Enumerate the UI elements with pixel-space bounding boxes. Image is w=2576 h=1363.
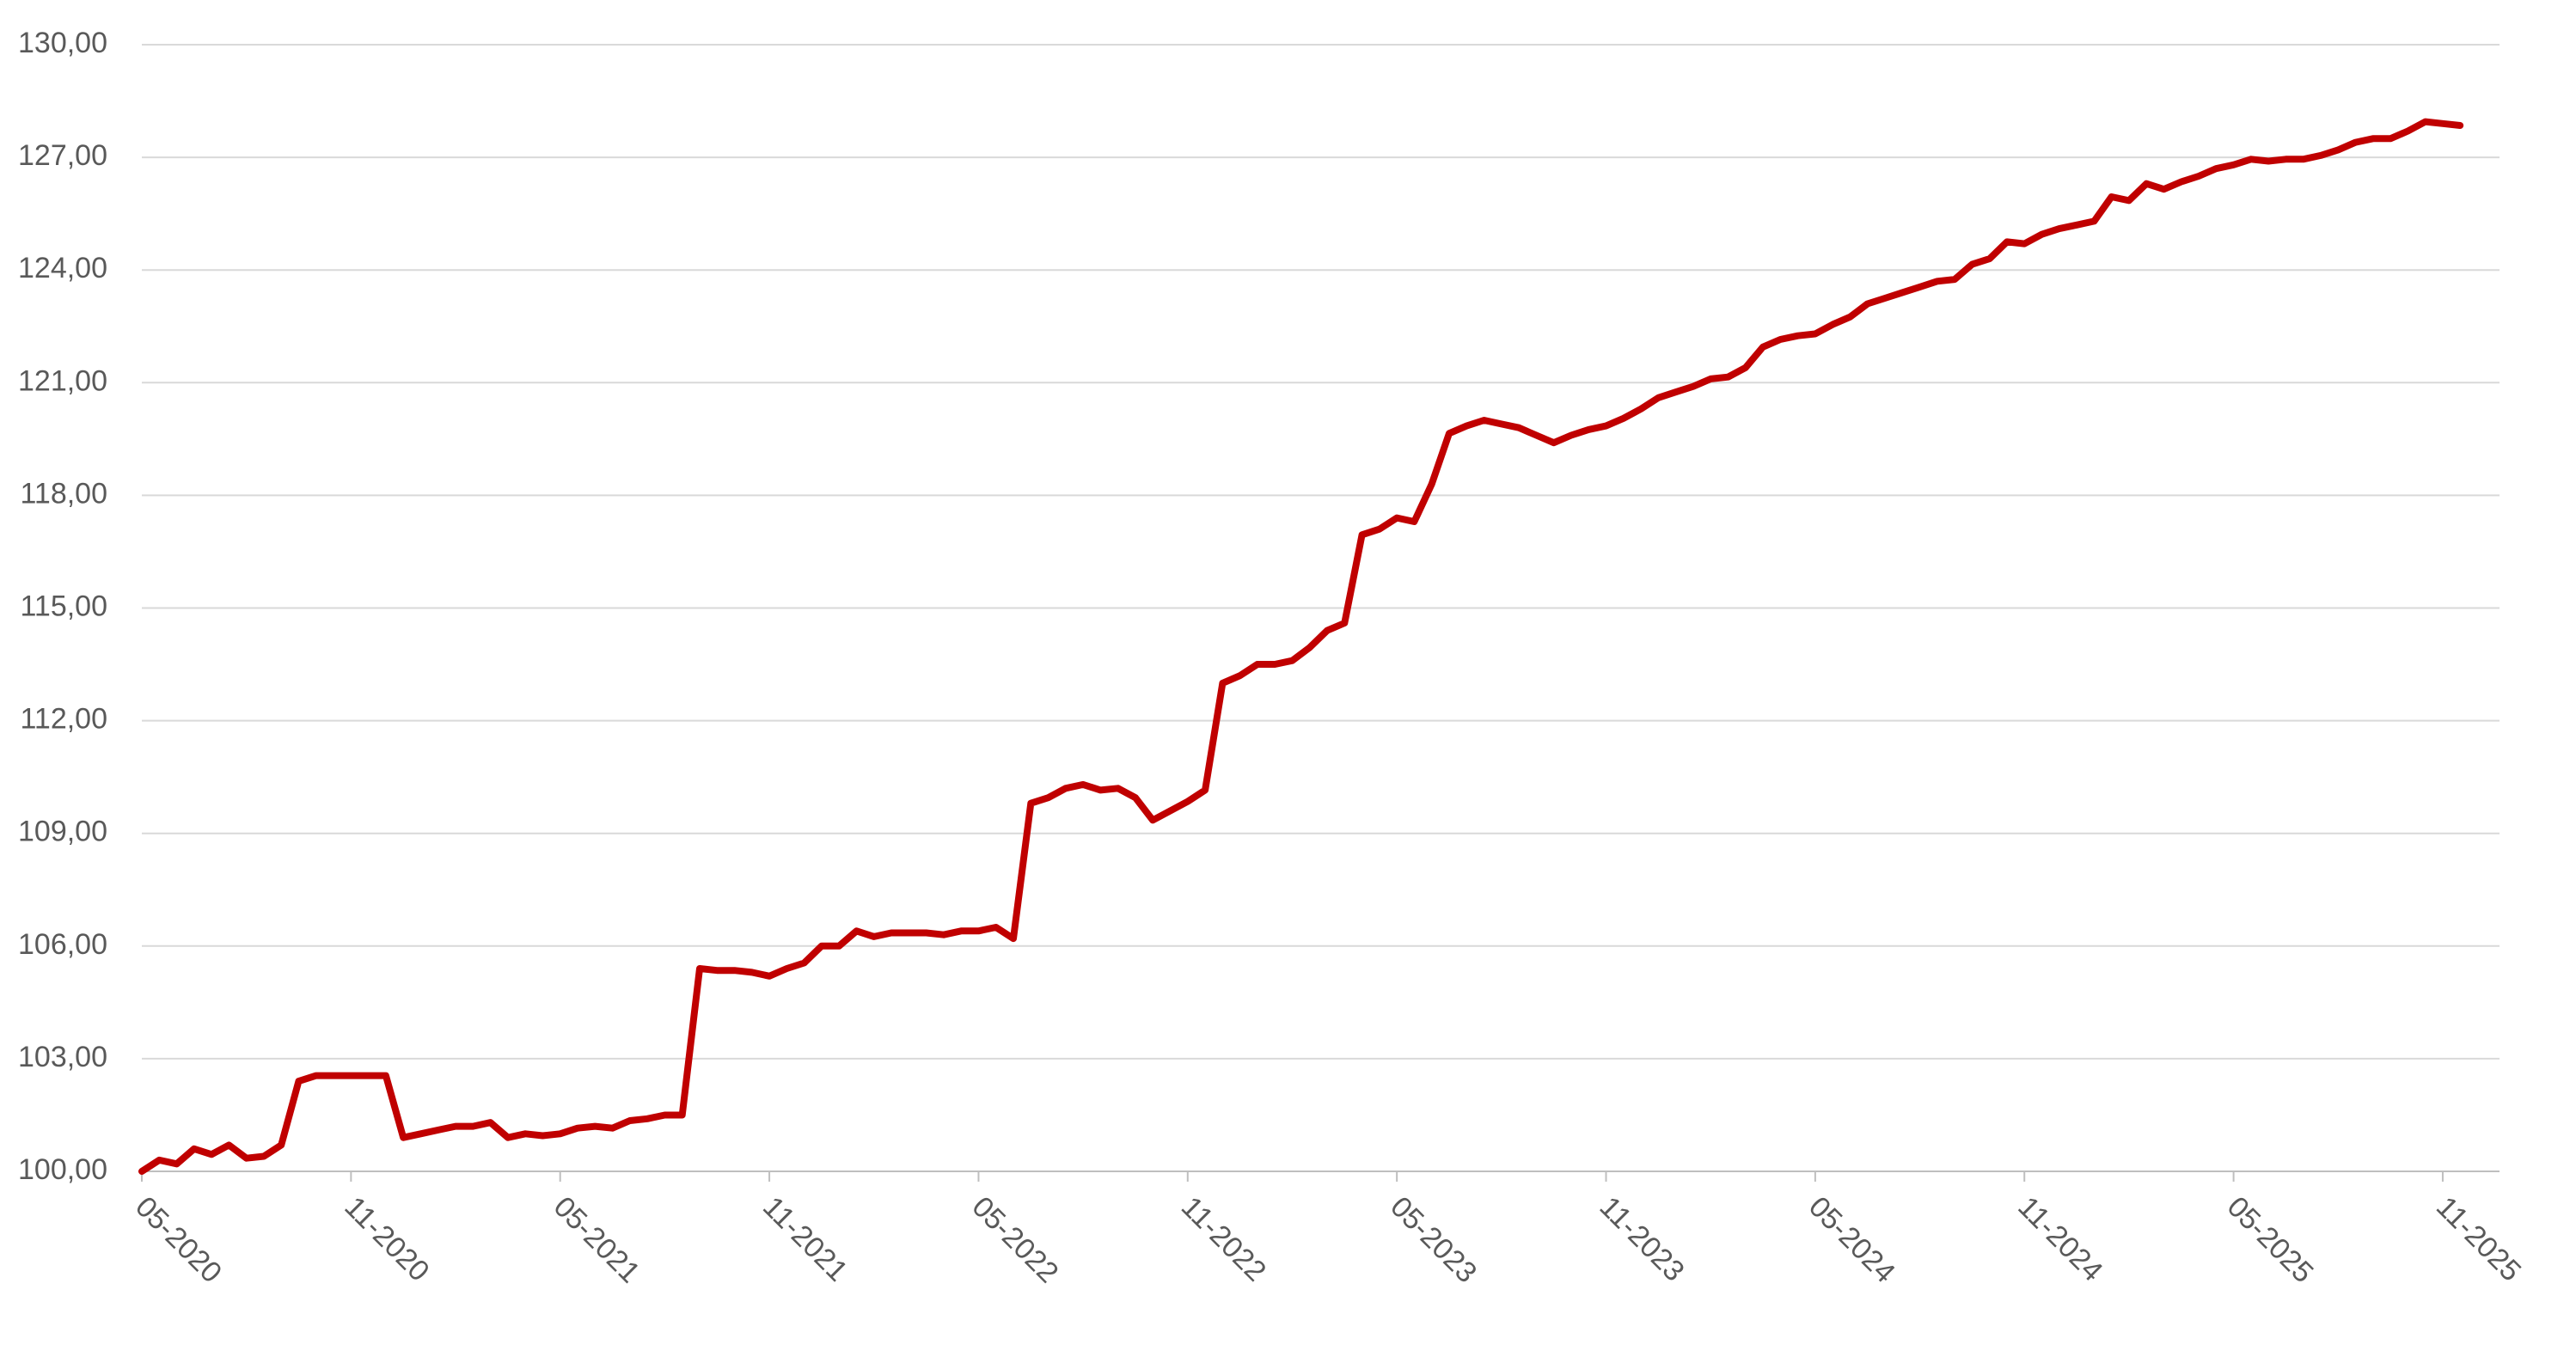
y-tick-label: 100,00 bbox=[18, 1153, 107, 1186]
x-tick-label: 11-2023 bbox=[1594, 1190, 1691, 1287]
x-tick-label: 05-2022 bbox=[966, 1190, 1065, 1289]
x-tick-label: 11-2024 bbox=[2011, 1190, 2108, 1287]
x-tick-label: 05-2023 bbox=[1384, 1190, 1483, 1289]
y-tick-label: 109,00 bbox=[18, 816, 107, 848]
x-tick-label: 11-2022 bbox=[1175, 1190, 1272, 1287]
x-tick-label: 05-2020 bbox=[129, 1190, 228, 1289]
x-tick-label: 05-2021 bbox=[548, 1190, 646, 1289]
y-tick-label: 124,00 bbox=[18, 252, 107, 284]
x-tick-label: 05-2024 bbox=[1802, 1190, 1901, 1289]
x-tick-label: 11-2021 bbox=[756, 1190, 854, 1287]
y-tick-label: 121,00 bbox=[18, 364, 107, 397]
y-tick-label: 127,00 bbox=[18, 139, 107, 172]
y-tick-label: 118,00 bbox=[21, 477, 107, 510]
y-tick-label: 103,00 bbox=[18, 1041, 107, 1073]
x-tick-label: 11-2025 bbox=[2430, 1190, 2527, 1287]
y-tick-label: 115,00 bbox=[21, 590, 107, 622]
line-series bbox=[138, 118, 2464, 1175]
y-tick-label: 106,00 bbox=[18, 928, 107, 961]
y-tick-label: 112,00 bbox=[21, 703, 107, 736]
x-tick-label: 05-2025 bbox=[2221, 1190, 2320, 1289]
y-tick-label: 130,00 bbox=[18, 27, 107, 59]
x-tick-label: 11-2020 bbox=[338, 1190, 435, 1287]
